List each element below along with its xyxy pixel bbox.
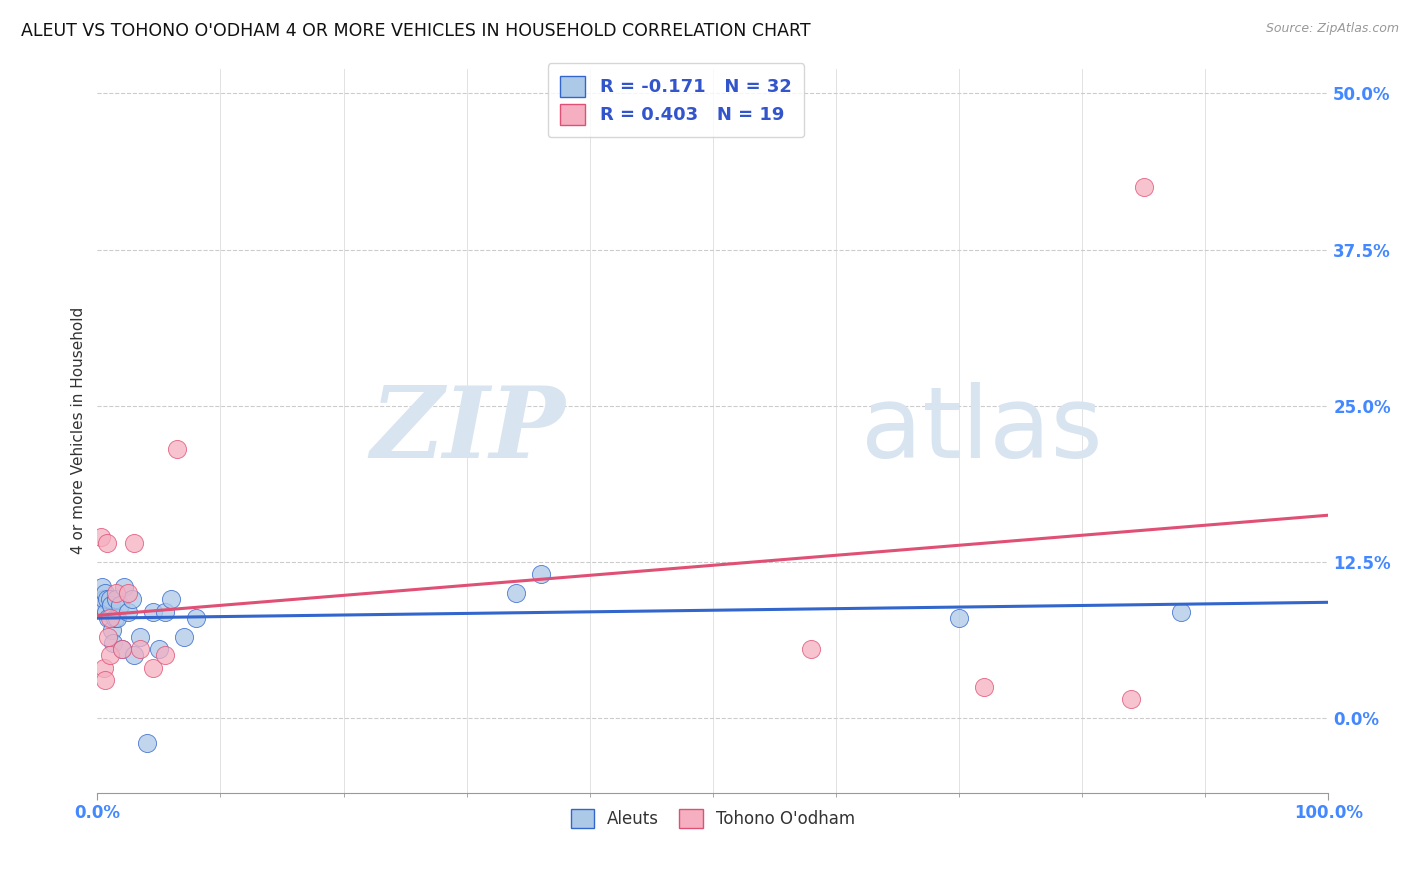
Point: [111, 642, 134, 657]
Point: [94, 605, 117, 619]
Point: [101, 624, 124, 638]
Point: [153, 648, 176, 663]
Point: [104, 592, 127, 607]
Point: [124, 648, 146, 663]
Point: [529, 567, 551, 582]
Point: [166, 442, 188, 457]
Point: [153, 605, 176, 619]
Point: [117, 586, 139, 600]
Text: atlas: atlas: [860, 382, 1102, 479]
Point: [93, 586, 115, 600]
Point: [97, 630, 120, 644]
Point: [96, 536, 118, 550]
Point: [91, 580, 114, 594]
Point: [90, 530, 112, 544]
Point: [129, 642, 152, 657]
Point: [142, 661, 165, 675]
Point: [1132, 180, 1154, 194]
Point: [117, 605, 139, 619]
Point: [121, 592, 143, 607]
Point: [129, 630, 152, 644]
Point: [98, 648, 121, 663]
Point: [173, 630, 195, 644]
Point: [104, 586, 127, 600]
Point: [103, 636, 125, 650]
Point: [114, 580, 136, 594]
Point: [98, 611, 121, 625]
Point: [148, 642, 170, 657]
Point: [100, 599, 122, 613]
Point: [124, 536, 146, 550]
Text: ALEUT VS TOHONO O'ODHAM 4 OR MORE VEHICLES IN HOUSEHOLD CORRELATION CHART: ALEUT VS TOHONO O'ODHAM 4 OR MORE VEHICL…: [21, 22, 811, 40]
Point: [96, 592, 118, 607]
Point: [93, 592, 115, 607]
Y-axis label: 4 or more Vehicles in Household: 4 or more Vehicles in Household: [72, 307, 86, 554]
Point: [111, 642, 134, 657]
Point: [103, 611, 125, 625]
Point: [93, 661, 115, 675]
Point: [97, 611, 120, 625]
Point: [105, 611, 128, 625]
Point: [505, 586, 527, 600]
Point: [142, 605, 165, 619]
Point: [90, 599, 112, 613]
Text: Source: ZipAtlas.com: Source: ZipAtlas.com: [1265, 22, 1399, 36]
Point: [135, 736, 157, 750]
Point: [1170, 605, 1192, 619]
Point: [1121, 692, 1143, 706]
Point: [160, 592, 183, 607]
Point: [184, 611, 207, 625]
Point: [93, 673, 115, 688]
Point: [948, 611, 970, 625]
Text: ZIP: ZIP: [370, 383, 565, 479]
Point: [98, 592, 121, 607]
Point: [800, 642, 823, 657]
Point: [108, 599, 131, 613]
Legend: Aleuts, Tohono O'odham: Aleuts, Tohono O'odham: [564, 803, 862, 835]
Point: [973, 680, 995, 694]
